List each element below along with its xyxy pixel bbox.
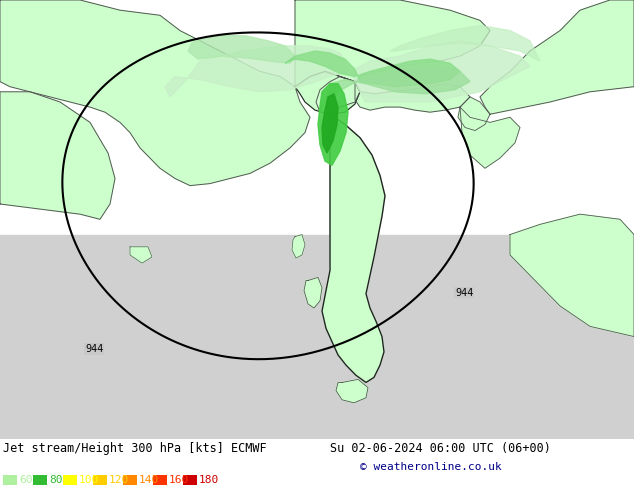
Polygon shape <box>295 0 490 87</box>
Text: Su 02-06-2024 06:00 UTC (06+00): Su 02-06-2024 06:00 UTC (06+00) <box>330 441 551 455</box>
Polygon shape <box>320 66 470 114</box>
Polygon shape <box>188 36 295 63</box>
Polygon shape <box>316 76 360 114</box>
Polygon shape <box>0 0 310 186</box>
Polygon shape <box>390 25 540 61</box>
Polygon shape <box>458 97 490 130</box>
Polygon shape <box>322 94 338 153</box>
Polygon shape <box>336 379 368 403</box>
Polygon shape <box>460 107 520 168</box>
Text: 180: 180 <box>199 475 219 485</box>
Bar <box>33 475 47 485</box>
Bar <box>123 475 137 485</box>
Text: © weatheronline.co.uk: © weatheronline.co.uk <box>360 462 501 472</box>
Polygon shape <box>165 41 530 102</box>
Bar <box>153 475 167 485</box>
Text: 944: 944 <box>85 344 103 354</box>
Polygon shape <box>480 0 634 114</box>
Polygon shape <box>130 247 152 263</box>
Text: 100: 100 <box>79 475 100 485</box>
Polygon shape <box>510 214 634 337</box>
Bar <box>93 475 107 485</box>
Polygon shape <box>318 84 348 165</box>
Text: 80: 80 <box>49 475 63 485</box>
Text: 160: 160 <box>169 475 190 485</box>
Bar <box>3 475 17 485</box>
Polygon shape <box>295 72 360 114</box>
Text: 120: 120 <box>109 475 129 485</box>
Polygon shape <box>285 51 460 87</box>
Bar <box>183 475 197 485</box>
Polygon shape <box>304 277 322 308</box>
Text: 140: 140 <box>139 475 159 485</box>
Text: 60: 60 <box>19 475 32 485</box>
Polygon shape <box>355 82 470 112</box>
Polygon shape <box>0 92 115 220</box>
Polygon shape <box>292 235 305 258</box>
Polygon shape <box>0 235 634 439</box>
Polygon shape <box>322 114 385 383</box>
Text: 944: 944 <box>455 288 474 298</box>
Text: Jet stream/Height 300 hPa [kts] ECMWF: Jet stream/Height 300 hPa [kts] ECMWF <box>3 441 267 455</box>
Bar <box>63 475 77 485</box>
